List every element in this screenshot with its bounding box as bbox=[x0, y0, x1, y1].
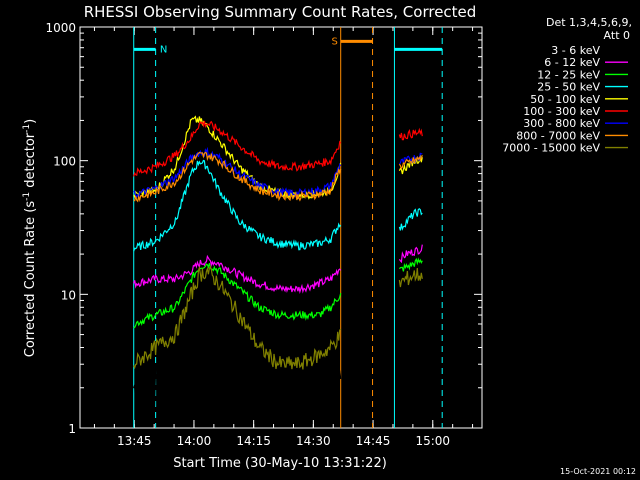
x-tick-label: 14:00 bbox=[177, 434, 212, 448]
legend-header-line-2: Att 0 bbox=[604, 29, 630, 42]
series-line bbox=[133, 257, 423, 329]
chart-title: RHESSI Observing Summary Count Rates, Co… bbox=[84, 3, 477, 21]
annotation-label: S bbox=[332, 36, 338, 47]
legend-label: 7000 - 15000 keV bbox=[502, 142, 600, 155]
x-tick-label: 14:15 bbox=[236, 434, 271, 448]
x-tick-label: 14:30 bbox=[296, 434, 331, 448]
series-line bbox=[133, 260, 423, 427]
legend-label: 50 - 100 keV bbox=[530, 93, 600, 106]
x-tick-label: 14:45 bbox=[356, 434, 391, 448]
legend-label: 3 - 6 keV bbox=[551, 44, 600, 57]
x-tick-label: 13:45 bbox=[117, 434, 152, 448]
y-tick-label: 100 bbox=[53, 155, 76, 169]
y-tick-label: 1000 bbox=[45, 21, 76, 35]
timestamp: 15-Oct-2021 00:12 bbox=[560, 467, 636, 476]
legend-label: 300 - 800 keV bbox=[523, 117, 600, 130]
series-line bbox=[133, 265, 423, 370]
y-axis-label: Corrected Count Rate (s-1 detector-1) bbox=[22, 119, 38, 357]
legend-label: 25 - 50 keV bbox=[537, 81, 600, 94]
series-line bbox=[133, 151, 423, 203]
y-tick-label: 1 bbox=[68, 422, 76, 436]
legend-label: 6 - 12 keV bbox=[544, 56, 600, 69]
plot-area: 1 10 100 1000 13:45 14:00 14:15 14:30 14:45 15:00… bbox=[45, 21, 483, 448]
series-line bbox=[133, 120, 423, 177]
x-tick-label: 15:00 bbox=[415, 434, 450, 448]
x-axis-label: Start Time (30-May-10 13:31:22) bbox=[173, 456, 387, 471]
series-line bbox=[133, 244, 423, 294]
legend-label: 800 - 7000 keV bbox=[516, 129, 600, 142]
legend-label: 100 - 300 keV bbox=[523, 105, 600, 118]
plot-frame bbox=[79, 26, 483, 429]
legend-label: 12 - 25 keV bbox=[537, 68, 600, 81]
annotation-label: N bbox=[160, 44, 167, 55]
series-line bbox=[133, 159, 423, 252]
legend-header-line-1: Det 1,3,4,5,6,9, bbox=[546, 16, 632, 29]
y-tick-label: 10 bbox=[61, 288, 76, 302]
